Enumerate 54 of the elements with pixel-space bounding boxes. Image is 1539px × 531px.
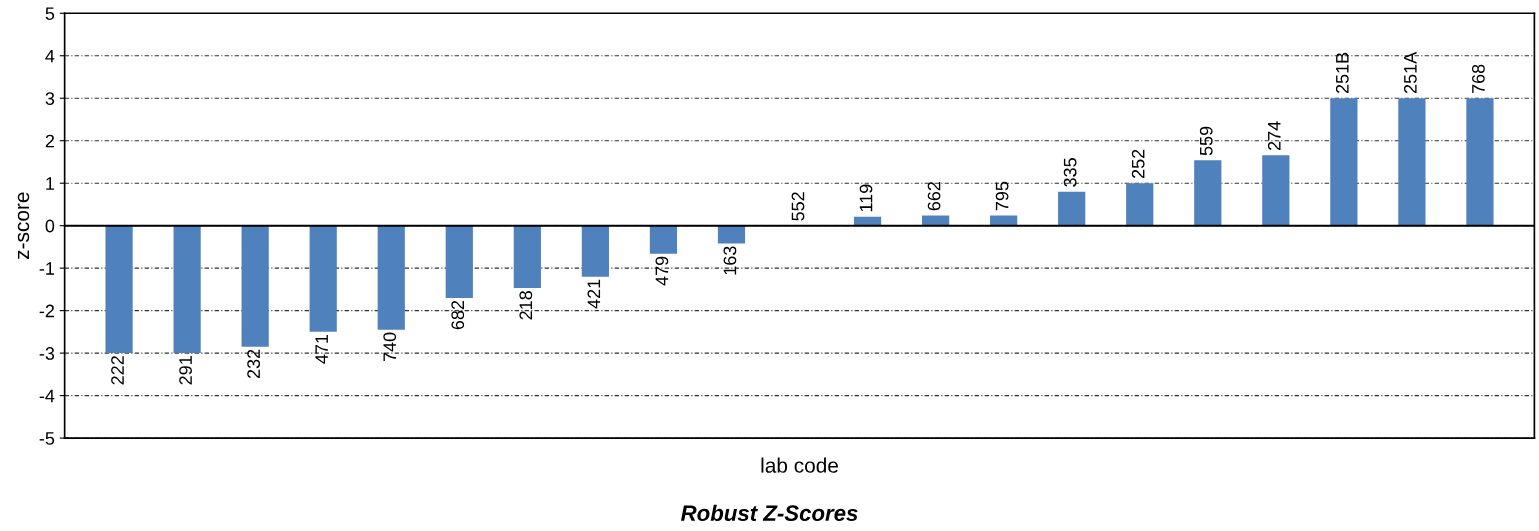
x-tick-label: 252	[1131, 149, 1145, 179]
bar	[990, 215, 1018, 226]
bar	[513, 225, 541, 289]
bar	[581, 225, 609, 277]
bar	[649, 225, 678, 254]
x-axis-title: lab code	[761, 457, 838, 473]
x-tick-label: 768	[1472, 64, 1485, 94]
bar	[1194, 160, 1222, 226]
y-axis-title: z-score	[17, 192, 30, 259]
bar	[1058, 191, 1086, 226]
x-tick-label: 291	[179, 356, 192, 385]
x-tick-label: 552	[791, 192, 805, 221]
x-tick-label: 740	[383, 332, 397, 362]
x-tick-label: 119	[859, 184, 873, 212]
x-tick-label: 662	[927, 182, 941, 211]
x-tick-label: 232	[247, 349, 261, 379]
bar	[105, 225, 133, 354]
x-tick-label: 335	[1063, 158, 1077, 187]
bar	[921, 215, 950, 226]
bar	[241, 225, 269, 347]
bar	[445, 225, 473, 298]
x-tick-label: 479	[655, 256, 669, 286]
x-tick-label: 218	[519, 291, 533, 320]
x-tick-label: 559	[1199, 126, 1213, 156]
y-tick-label: 5	[45, 7, 55, 20]
bar	[1330, 98, 1358, 226]
y-tick-label: -5	[39, 432, 55, 445]
bar	[377, 225, 405, 330]
y-tick-label: -4	[39, 389, 55, 403]
text: Robust Z-Scores	[681, 504, 858, 522]
x-tick-label: 163	[723, 246, 737, 275]
bar	[1126, 183, 1154, 226]
bar	[717, 225, 746, 244]
bar	[309, 225, 337, 332]
y-tick-label: 3	[45, 92, 55, 105]
x-tick-label: 795	[995, 181, 1009, 211]
x-tick-label: 471	[315, 334, 328, 364]
bar	[1398, 98, 1426, 226]
y-tick-label: 4	[45, 49, 55, 63]
y-tick-label: 1	[46, 177, 55, 190]
y-tick-label: -3	[39, 347, 55, 360]
x-tick-label: 274	[1267, 121, 1281, 150]
x-tick-label: 251B	[1335, 52, 1349, 94]
x-tick-label: 421	[587, 279, 601, 309]
bar	[173, 225, 201, 354]
y-tick-label: 0	[45, 219, 55, 233]
y-tick-label: -2	[39, 304, 55, 318]
bar	[1262, 155, 1290, 226]
x-tick-label: 251A	[1403, 51, 1417, 94]
x-tick-label: 222	[111, 356, 124, 385]
y-tick-label: -1	[39, 262, 55, 275]
x-tick-label: 682	[451, 300, 465, 330]
bar	[1466, 98, 1494, 226]
y-tick-label: 2	[45, 134, 55, 148]
